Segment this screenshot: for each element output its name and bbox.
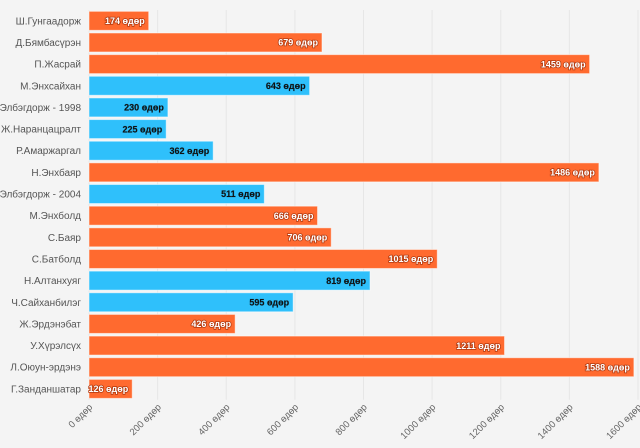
bar	[88, 140, 214, 161]
x-tick-label: 200 өдөр	[128, 402, 164, 438]
bar	[88, 205, 319, 226]
data-label: 595 өдөр	[249, 297, 289, 307]
bar	[88, 378, 133, 399]
bar	[88, 184, 265, 205]
bar	[88, 248, 438, 269]
category-label: Ц.Элбэгдорж - 1998	[0, 102, 81, 114]
data-label: 1015 өдөр	[389, 254, 434, 264]
category-label: Н.Энхбаяр	[31, 167, 81, 179]
bar	[88, 313, 236, 334]
category-label: Н.Алтанхуяг	[24, 276, 81, 287]
bar	[88, 119, 167, 140]
data-label: 426 өдөр	[191, 319, 231, 329]
bar	[88, 227, 332, 248]
category-label: М.Энхболд	[30, 210, 82, 222]
bar	[88, 357, 635, 378]
x-tick-label: 1600 өдөр	[604, 402, 640, 442]
bar	[88, 32, 323, 53]
data-label: 819 өдөр	[326, 276, 366, 286]
data-label: 126 өдөр	[88, 384, 128, 394]
category-label: М.Энхсайхан	[20, 81, 81, 92]
data-label: 1459 өдөр	[541, 59, 586, 69]
category-label: Ж.Наранцацралт	[1, 125, 81, 136]
x-tick-label: 800 өдөр	[334, 402, 370, 438]
category-label: Р.Амаржаргал	[16, 146, 81, 157]
bar	[88, 335, 506, 356]
x-tick-label: 1400 өдөр	[536, 402, 576, 442]
data-label: 230 өдөр	[124, 103, 164, 113]
data-label: 174 өдөр	[105, 16, 145, 26]
bar	[88, 10, 150, 31]
category-label: П.Жасрай	[34, 60, 81, 71]
bar	[88, 292, 294, 313]
category-label: Д.Бямбасүрэн	[15, 37, 81, 49]
category-label: Л.Оюун-эрдэнэ	[10, 363, 81, 374]
category-label: Ч.Сайханбилэг	[11, 297, 81, 309]
data-label: 679 өдөр	[278, 38, 318, 48]
bar	[88, 54, 591, 75]
data-label: 643 өдөр	[266, 81, 306, 91]
x-tick-label: 0 өдөр	[67, 402, 96, 431]
bar	[88, 270, 371, 291]
data-label: 1486 өдөр	[550, 168, 595, 178]
bar	[88, 97, 169, 118]
data-label: 706 өдөр	[288, 233, 328, 243]
data-label: 1588 өдөр	[585, 362, 630, 372]
category-label: Г.Занданшатар	[11, 384, 81, 395]
category-label: У.Хүрэлсүх	[30, 341, 81, 352]
category-label: Ш.Гунгаадорж	[16, 16, 82, 27]
category-label: С.Баяр	[48, 233, 82, 244]
x-tick-label: 1200 өдөр	[467, 402, 507, 442]
data-label: 225 өдөр	[122, 124, 162, 134]
bar	[88, 162, 600, 183]
x-tick-label: 400 өдөр	[196, 402, 232, 438]
bar	[88, 75, 311, 96]
category-label: С.Батболд	[32, 253, 81, 265]
x-tick-label: 600 өдөр	[265, 402, 301, 438]
category-label: Ж.Эрдэнэбат	[19, 318, 81, 330]
category-label: Ц.Элбэгдорж - 2004	[0, 189, 81, 201]
x-tick-label: 1000 өдөр	[399, 402, 439, 442]
data-label: 511 өдөр	[221, 189, 261, 199]
data-label: 666 өдөр	[274, 211, 314, 221]
data-label: 362 өдөр	[169, 146, 209, 156]
data-label: 1211 өдөр	[456, 341, 501, 351]
